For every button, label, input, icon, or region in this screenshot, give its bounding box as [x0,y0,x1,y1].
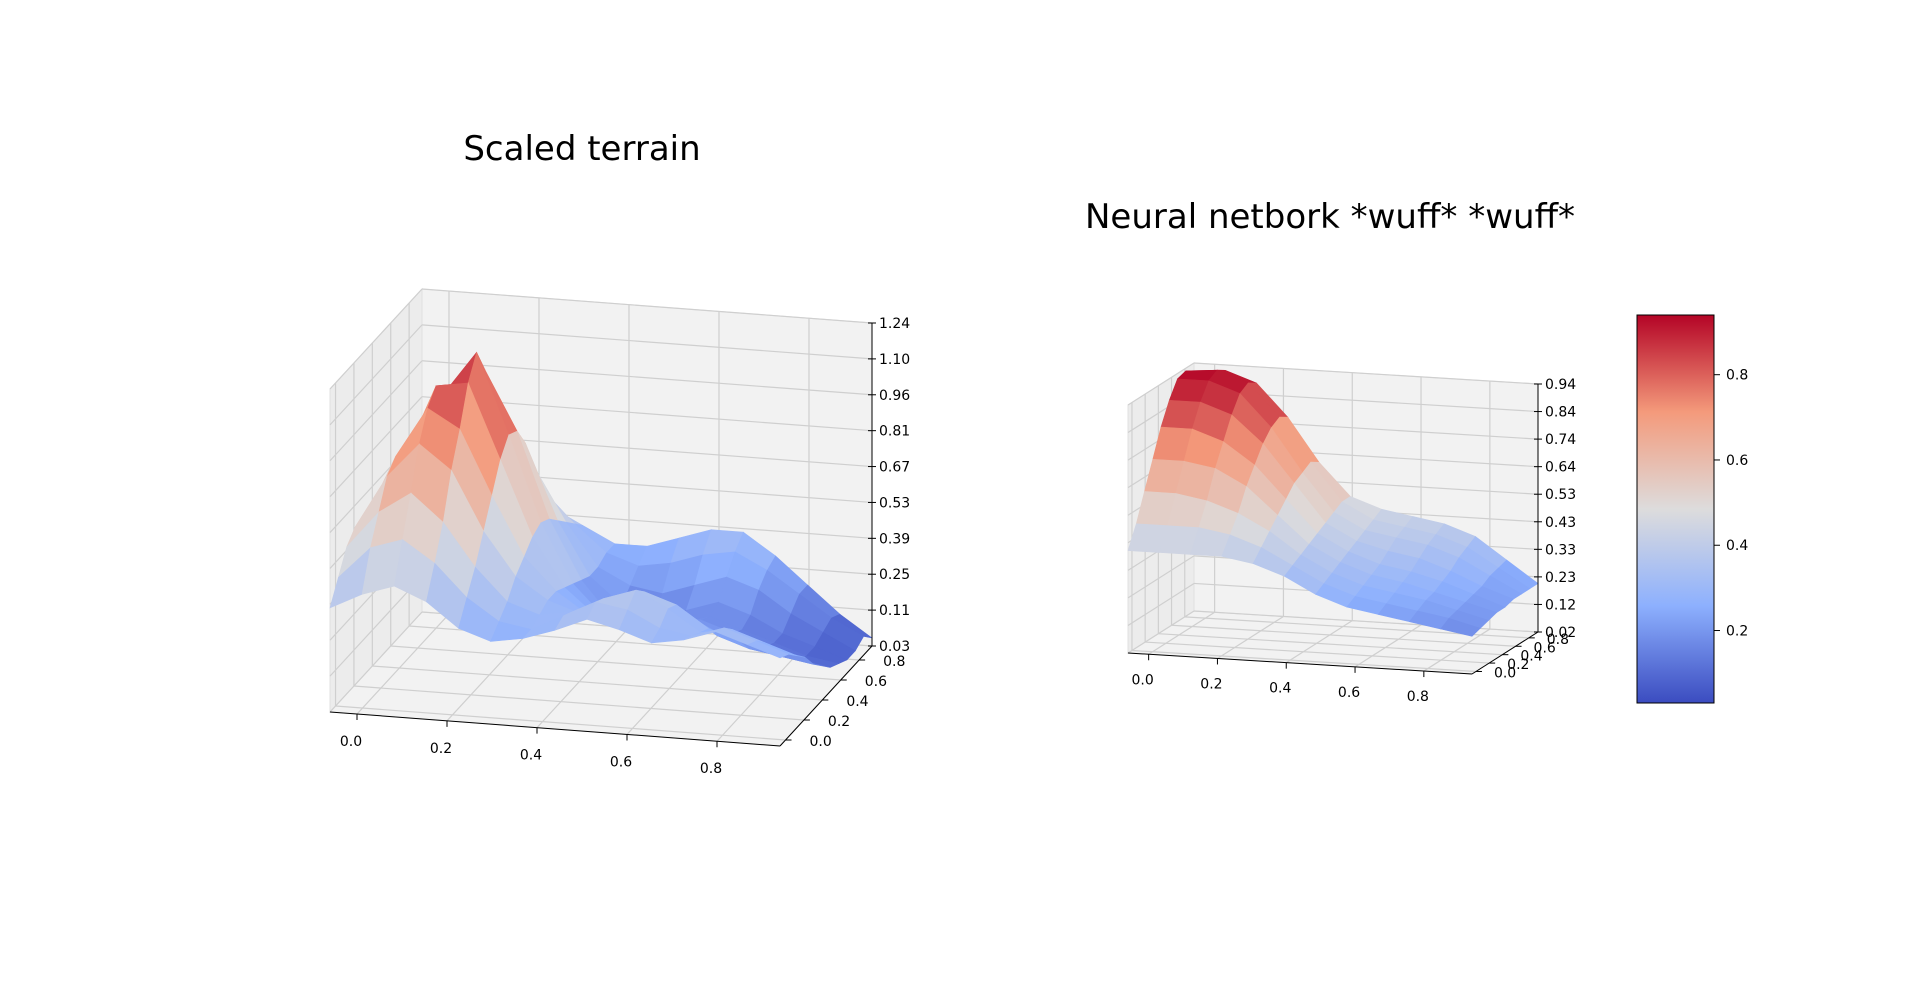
z-tick-label: 0.25 [879,567,910,583]
x-tick-label: 0.4 [520,748,542,764]
z-tick-label: 1.24 [879,316,910,332]
grid-line [356,613,450,715]
grid-line [329,611,423,713]
z-tick-label: 0.33 [1545,542,1576,558]
grid-line [1127,362,1195,406]
z-tick-label: 0.43 [1545,515,1576,531]
z-tick-label: 0.96 [879,388,910,404]
z-tick-label: 0.12 [1545,597,1576,613]
grid-line [1145,641,1490,664]
z-tick-label: 1.10 [879,352,910,368]
grid-line [421,288,873,324]
grid-line [329,360,423,462]
y-tick-label: 0.0 [1494,665,1516,681]
colorbar-gradient [1636,314,1715,704]
grid-line [1158,633,1503,656]
colorbar-tick-label: 0.2 [1726,624,1748,640]
z-tick-label: 0.53 [879,495,910,511]
grid-line [1127,582,1195,626]
grid-line [1131,649,1476,673]
grid-line [1285,620,1353,664]
axis-line [1127,652,1473,675]
chart2-title: Neural netbork *wuff* *wuff* [1085,197,1575,237]
colorbar-tick-label: 0.6 [1726,453,1748,469]
grid-line [353,685,804,721]
z-tick-label: 0.53 [1545,487,1576,503]
z-tick-label: 0.84 [1545,405,1576,421]
chart2-grid [1127,362,1539,673]
y-tick-label: 0.8 [883,654,905,670]
z-tick-label: 0.39 [879,531,910,547]
grid-line [421,360,873,396]
x-tick-label: 0.8 [1407,689,1429,705]
surface-cell [1440,617,1481,637]
y-tick-label: 0.8 [1547,632,1569,648]
chart-scaled-terrain: Scaled terrain 0.0 0.2 0.4 0.6 0.8 0.0 0.2 0.4 0… [328,129,910,777]
grid-line [626,634,720,735]
y-tick-label: 0.2 [1507,657,1529,673]
grid-line [329,575,423,677]
z-tick-label: 0.67 [879,460,910,476]
chart-neural-network: Neural netbork *wuff* *wuff* 0.0 0.2 0.4 0.… [1085,197,1576,705]
x-tick-label: 0.0 [1132,672,1154,688]
z-tick-label: 0.02 [1545,625,1576,641]
surface-cell [747,640,790,659]
z-tick-label: 0.74 [1545,432,1576,448]
x-tick-label: 0.6 [1338,685,1360,701]
grid-line [421,324,873,360]
grid-line [335,705,786,741]
x-tick-label: 0.2 [430,741,452,757]
z-tick-label: 0.11 [879,603,910,619]
colorbar-tick-label: 0.8 [1726,368,1748,384]
colorbar-ticks: 0.2 0.4 0.6 0.8 [1714,368,1748,640]
grid-line [1423,628,1491,672]
grid-line [329,288,423,390]
grid-line [1148,611,1215,655]
z-tick-label: 0.03 [879,639,910,655]
x-tick-label: 0.8 [700,761,722,777]
grid-line [1171,624,1516,647]
grid-line [536,627,630,729]
grid-line [1193,362,1539,385]
colorbar: 0.2 0.4 0.6 0.8 [1636,314,1748,704]
grid-line [1354,624,1422,668]
y-tick-label: 0.6 [1534,640,1556,656]
grid-line [329,396,423,498]
grid-line [329,324,423,426]
y-tick-label: 0.4 [846,694,868,710]
x-tick-label: 0.0 [340,734,362,750]
z-tick-label: 0.94 [1545,377,1576,393]
x-tick-label: 0.4 [1269,681,1291,697]
z-tick-label: 0.23 [1545,570,1576,586]
z-tick-label: 0.81 [879,424,910,440]
x-tick-label: 0.6 [610,754,632,770]
y-tick-label: 0.0 [810,734,832,750]
chart2-surface [1127,369,1539,637]
chart1-title: Scaled terrain [463,129,700,169]
grid-line [1193,610,1539,633]
grid-line [372,665,823,701]
grid-line [1127,555,1195,599]
y-tick-label: 0.4 [1520,649,1542,665]
chart2-axes: 0.0 0.2 0.4 0.6 0.80.00.20.40.60.80.020.120.… [1127,377,1576,705]
colorbar-tick-label: 0.4 [1726,538,1748,554]
grid-line [390,645,841,681]
chart1-surface [329,351,873,668]
chart1-axes: 0.0 0.2 0.4 0.6 0.80.00.20.40.60.80.030.110.… [329,316,910,777]
grid-line [1127,610,1195,654]
x-tick-label: 0.2 [1200,676,1222,692]
y-tick-label: 0.2 [828,714,850,730]
y-tick-label: 0.6 [865,674,887,690]
axis-line [1471,631,1539,675]
axis-line [779,645,873,747]
z-tick-label: 0.64 [1545,460,1576,476]
axis-line [329,711,781,747]
grid-line [1217,615,1284,659]
